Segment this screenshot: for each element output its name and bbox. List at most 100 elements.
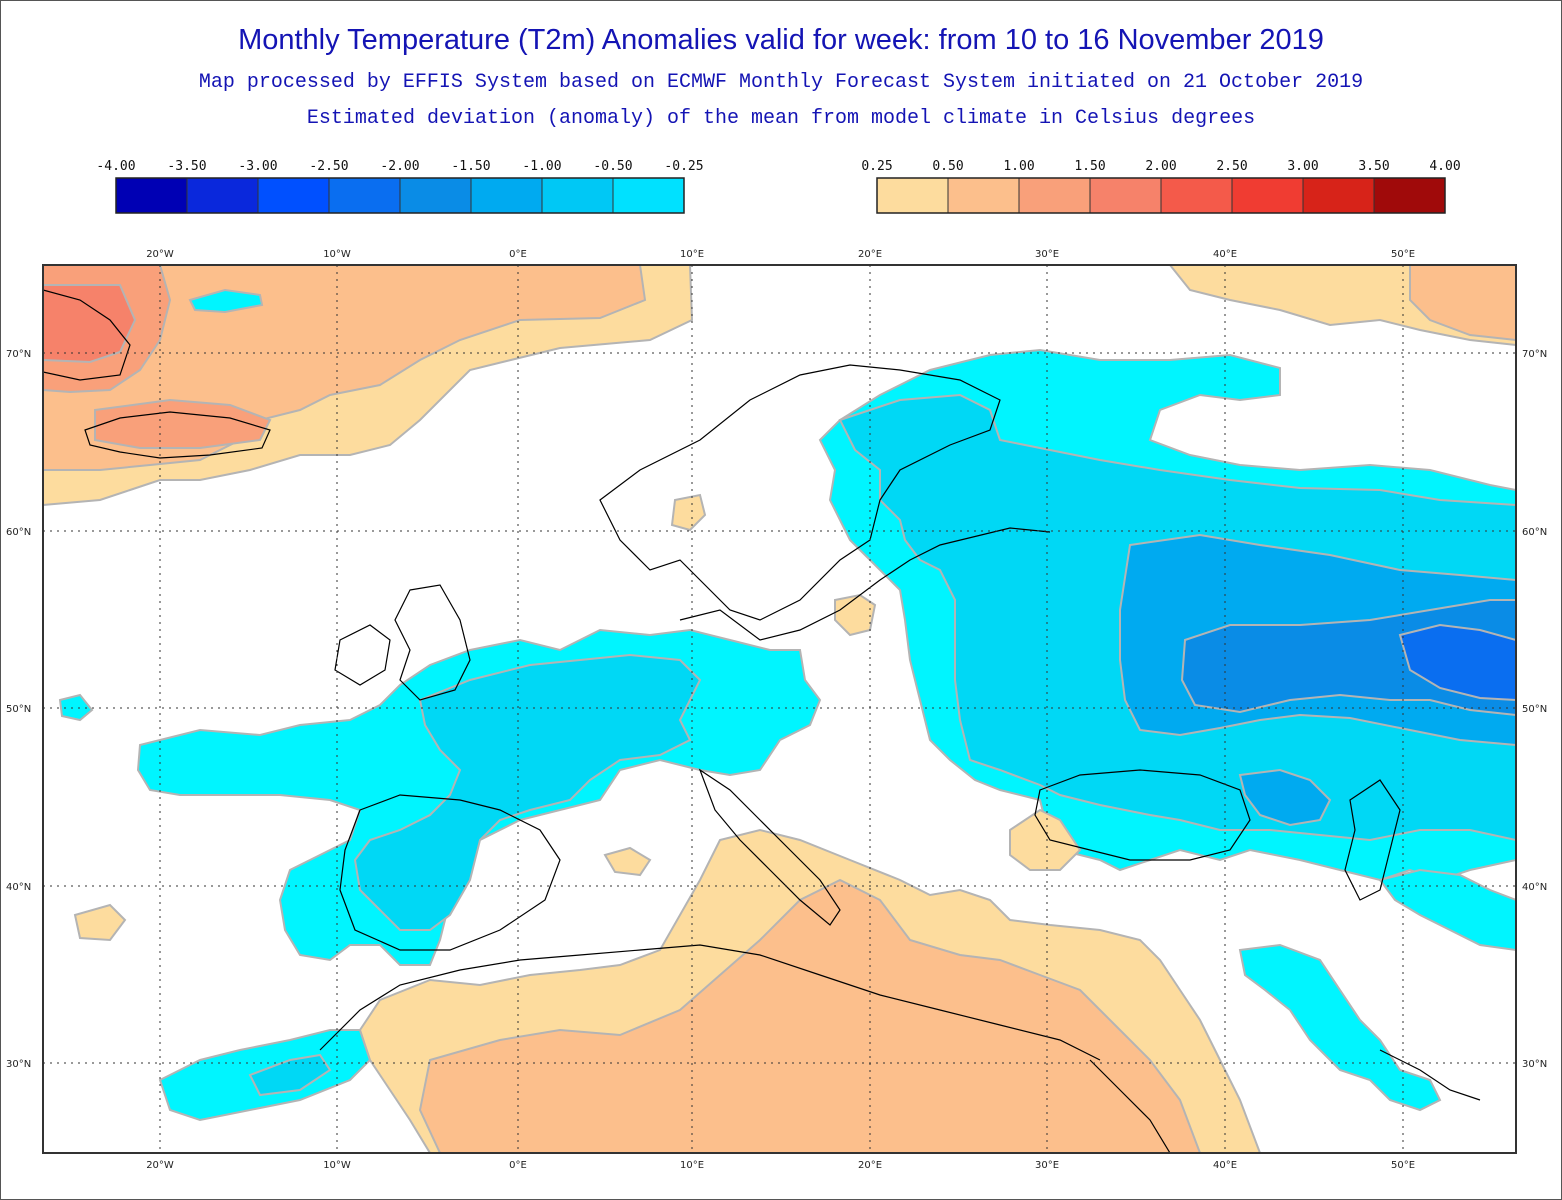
latitude-label: 60°N	[6, 527, 31, 538]
coastline-great-britain	[394, 584, 471, 701]
longitude-label: 20°E	[858, 1160, 882, 1171]
positive-anomaly-legend: 0.25 0.50 1.00 1.50 2.00 2.50 3.00 3.50 4.00	[861, 159, 1461, 214]
cold-patch-north-atlantic	[188, 288, 264, 314]
latitude-label: 30°N	[6, 1059, 31, 1070]
negative-legend-swatch	[399, 177, 472, 214]
coastline-greenland	[43, 289, 131, 381]
coastline-black-sea	[1034, 769, 1251, 861]
warm-anomaly-iceland	[94, 398, 272, 449]
map-source-subtitle: Map processed by EFFIS System based on E…	[198, 71, 1364, 94]
warm-anomaly-greenland-core	[43, 284, 137, 364]
positive-legend-label: 1.50	[1074, 159, 1105, 174]
positive-legend-swatch	[1160, 177, 1233, 214]
coastline-north-africa	[319, 944, 1101, 1061]
coastlines	[43, 289, 1481, 1153]
longitude-label: 20°W	[146, 249, 174, 260]
latitude-label: 70°N	[6, 349, 31, 360]
longitude-label: 10°E	[680, 1160, 704, 1171]
positive-legend-label: 1.00	[1003, 159, 1034, 174]
positive-legend-label: 0.25	[861, 159, 892, 174]
coastline-caspian	[1344, 779, 1401, 901]
longitude-label: 20°W	[146, 1160, 174, 1171]
latitude-labels-left: 70°N 60°N 50°N 40°N 30°N	[6, 349, 31, 1070]
negative-legend-label: -3.50	[167, 159, 206, 174]
cold-anomaly-middle-east	[1238, 943, 1442, 1112]
negative-legend-label: -2.00	[380, 159, 419, 174]
negative-legend-swatch	[257, 177, 330, 214]
warm-patch-norway	[670, 493, 707, 532]
coastline-ireland	[334, 624, 391, 686]
negative-legend-swatch	[541, 177, 614, 214]
warm-patch-iberia	[603, 846, 652, 877]
coastline-baltic	[679, 527, 1051, 641]
latitude-label: 50°N	[1522, 704, 1547, 715]
negative-legend-swatch	[328, 177, 401, 214]
positive-legend-swatch	[947, 177, 1020, 214]
warm-patch-atlantic-south	[73, 903, 127, 942]
cold-patch-morocco	[248, 1053, 332, 1097]
positive-legend-swatch	[1231, 177, 1304, 214]
latitude-label: 50°N	[6, 704, 31, 715]
positive-legend-label: 2.50	[1216, 159, 1247, 174]
warm-anomaly-sahara	[418, 878, 1202, 1153]
positive-legend-border	[876, 177, 1446, 214]
latitude-labels-right: 70°N 60°N 50°N 40°N 30°N	[1522, 349, 1547, 1070]
cold-anomaly-caucasus	[1378, 868, 1516, 952]
positive-legend-label: 2.00	[1145, 159, 1176, 174]
warm-anomaly-novaya-zemlya	[1409, 265, 1516, 342]
coastline-scandinavia	[599, 364, 1001, 621]
positive-legend-swatch	[1089, 177, 1162, 214]
longitude-label: 40°E	[1213, 1160, 1237, 1171]
coastline-persian-gulf	[1379, 1049, 1481, 1101]
longitude-label: 20°E	[858, 249, 882, 260]
coastline-red-sea	[1089, 1059, 1171, 1153]
coastline-iceland	[84, 411, 271, 459]
map-border	[42, 264, 1517, 1154]
positive-legend-label: 4.00	[1429, 159, 1460, 174]
positive-legend-label: 3.00	[1287, 159, 1318, 174]
longitude-labels-bottom: 20°W 10°W 0°E 10°E 20°E 30°E 40°E 50°E	[146, 1160, 1415, 1171]
negative-legend-swatch	[186, 177, 259, 214]
positive-legend-label: 3.50	[1358, 159, 1389, 174]
anomaly-fields	[43, 265, 1516, 1153]
cold-anomaly-france	[353, 653, 702, 931]
latitude-label: 40°N	[1522, 882, 1547, 893]
warm-anomaly-turkey	[1009, 808, 1082, 871]
longitude-label: 0°E	[509, 1160, 527, 1171]
longitude-label: 10°W	[323, 249, 351, 260]
map-units-subtitle: Estimated deviation (anomaly) of the mea…	[306, 107, 1256, 130]
graticule	[43, 265, 1516, 1153]
negative-legend-swatch	[612, 177, 685, 214]
negative-anomaly-legend: -4.00 -3.50 -3.00 -2.50 -2.00 -1.50 -1.00 -0.50…	[96, 159, 704, 214]
coastline-italy	[698, 768, 841, 926]
longitude-label: 30°E	[1035, 249, 1059, 260]
latitude-label: 70°N	[1522, 349, 1547, 360]
positive-legend-swatch	[1373, 177, 1446, 214]
negative-legend-border	[115, 177, 685, 214]
negative-legend-swatch	[115, 177, 188, 214]
longitude-labels-top: 20°W 10°W 0°E 10°E 20°E 30°E 40°E 50°E	[146, 249, 1415, 260]
latitude-label: 40°N	[6, 882, 31, 893]
longitude-label: 10°E	[680, 249, 704, 260]
longitude-label: 30°E	[1035, 1160, 1059, 1171]
negative-legend-label: -1.00	[522, 159, 561, 174]
cold-patch-atlantic	[58, 693, 94, 722]
negative-legend-label: -2.50	[309, 159, 348, 174]
positive-legend-swatch	[1018, 177, 1091, 214]
longitude-label: 40°E	[1213, 249, 1237, 260]
longitude-label: 0°E	[509, 249, 527, 260]
negative-legend-label: -1.50	[451, 159, 490, 174]
negative-legend-label: -0.25	[664, 159, 703, 174]
negative-legend-label: -0.50	[593, 159, 632, 174]
longitude-label: 10°W	[323, 1160, 351, 1171]
coastline-iberia	[339, 794, 561, 951]
positive-legend-swatch	[876, 177, 949, 214]
longitude-label: 50°E	[1391, 249, 1415, 260]
latitude-label: 60°N	[1522, 527, 1547, 538]
positive-legend-label: 0.50	[932, 159, 963, 174]
anomaly-map: 20°W 10°W 0°E 10°E 20°E 30°E 40°E 50°E 20°W 10°W…	[6, 249, 1547, 1171]
positive-legend-swatch	[1302, 177, 1375, 214]
map-title: Monthly Temperature (T2m) Anomalies vali…	[238, 24, 1324, 56]
cold-anomaly-russia-deepest	[1398, 623, 1516, 702]
cold-anomaly-caspian	[1238, 768, 1332, 827]
